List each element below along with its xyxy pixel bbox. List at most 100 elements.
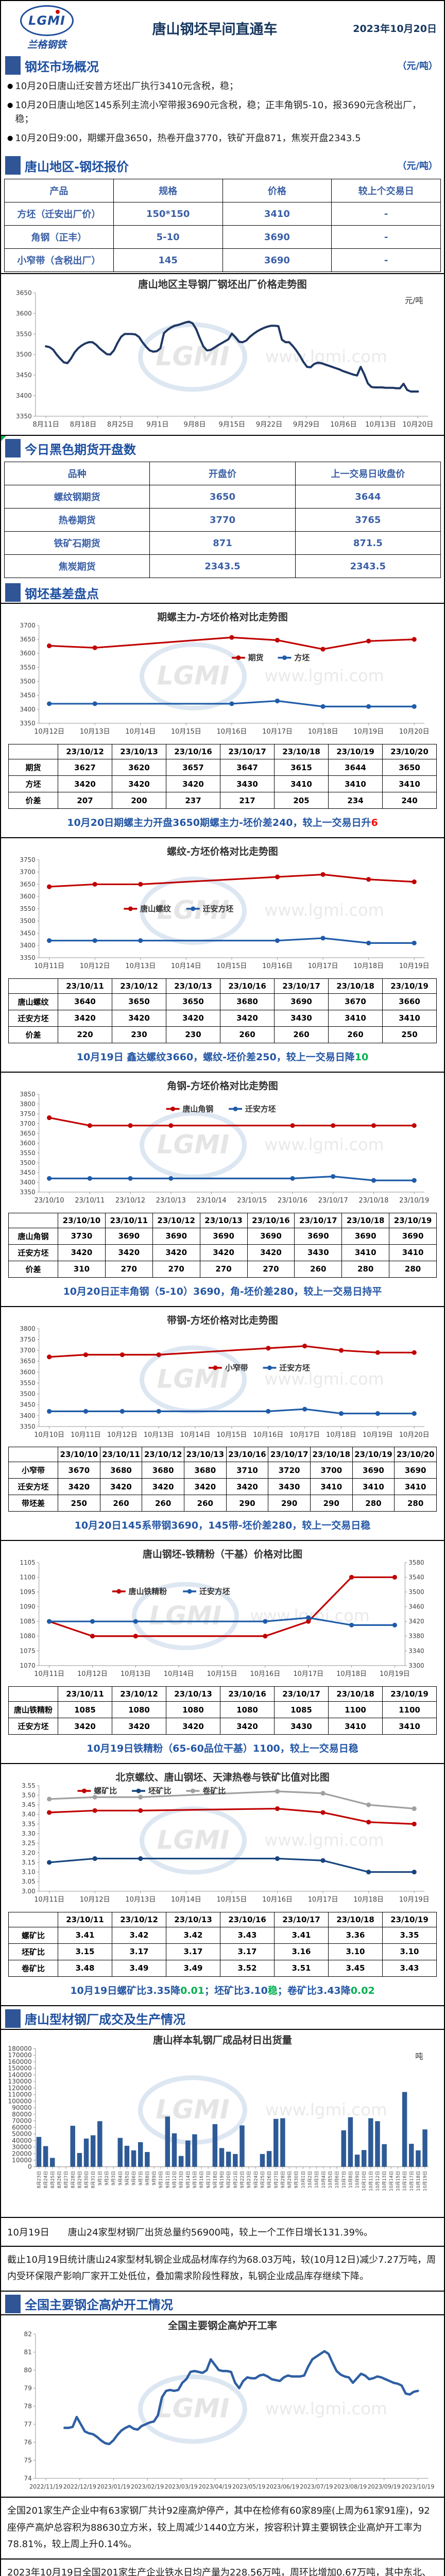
svg-text:10月9日: 10月9日 <box>355 2171 361 2189</box>
svg-text:10月16日: 10月16日 <box>253 1431 283 1438</box>
column-header <box>8 1447 58 1463</box>
svg-text:9月11日: 9月11日 <box>165 2171 170 2189</box>
svg-text:9月21日: 9月21日 <box>233 2171 238 2189</box>
rebar-vs-billet-chart: LGMI www.lgmi.com 3350 3400 3450 3500 3550 3600… <box>5 841 440 976</box>
data-table: 23/10/11 23/10/12 23/10/13 23/10/16 23/10/17… <box>8 1911 437 1977</box>
table-cell: 3690 <box>152 1227 200 1245</box>
svg-text:10月12日: 10月12日 <box>80 962 110 970</box>
svg-text:10月19日: 10月19日 <box>399 962 430 970</box>
svg-text:10月10日: 10月10日 <box>34 1431 64 1438</box>
table-cell: 3410 <box>382 775 437 793</box>
svg-text:3600: 3600 <box>16 310 32 317</box>
table-cell: 3420 <box>58 1718 112 1735</box>
strip-vs-billet-block: LGMI www.lgmi.com 3350 3400 3450 3500 3550 3600… <box>1 1306 444 1541</box>
svg-text:10月15日: 10月15日 <box>207 1670 237 1678</box>
chart-svg: LGMI www.lgmi.com107010751080108510901095… <box>20 1548 424 1678</box>
svg-text:23/10/13: 23/10/13 <box>156 1197 186 1205</box>
svg-text:LGMI: LGMI <box>157 1364 230 1394</box>
row-header: 带坯差 <box>8 1495 58 1512</box>
svg-text:唐山角钢: 唐山角钢 <box>183 1104 214 1113</box>
svg-text:2023/06/19: 2023/06/19 <box>266 2483 299 2490</box>
hot-metal-paragraph: 2023年10月19日全国201家生产企业铁水日均产量为228.56万吨，周环比… <box>1 2558 444 2576</box>
report-date: 2023年10月20日 <box>353 23 437 35</box>
data-table: 23/10/11 23/10/12 23/10/13 23/10/16 23/10/17… <box>8 1686 437 1735</box>
svg-text:2022/12/19: 2022/12/19 <box>63 2483 96 2490</box>
svg-text:10月18日: 10月18日 <box>353 1896 384 1904</box>
column-header: 23/10/20 <box>394 1447 437 1463</box>
column-header: 23/10/12 <box>142 1447 184 1463</box>
table-cell: 871 <box>149 531 296 555</box>
svg-text:3550: 3550 <box>20 664 35 671</box>
table-row: 方坯（迁安出厂价） 150*150 3410- <box>4 202 441 226</box>
data-table: 23/10/11 23/10/12 23/10/13 23/10/16 23/10/17… <box>8 978 437 1043</box>
table-cell: 3670 <box>58 1462 100 1479</box>
svg-text:10月8日: 10月8日 <box>348 2171 353 2189</box>
lgmi-logo-subtitle: 兰格钢铁 <box>27 39 66 50</box>
table-cell: 3670 <box>328 993 383 1010</box>
svg-text:2023/08/19: 2023/08/19 <box>334 2483 367 2490</box>
table-cell: 1080 <box>112 1701 166 1719</box>
column-header: 23/10/16 <box>247 1212 295 1228</box>
svg-text:3550: 3550 <box>20 1149 35 1157</box>
svg-text:10月13日: 10月13日 <box>365 421 396 429</box>
svg-text:3500: 3500 <box>20 918 35 925</box>
table-row: 焦炭期货 2343.5 2343.5 <box>4 554 441 579</box>
svg-text:10月14日: 10月14日 <box>171 1896 201 1904</box>
table-cell: 3410 <box>352 1478 395 1496</box>
svg-text:3300: 3300 <box>408 1662 424 1669</box>
row-header: 卷矿比 <box>8 1959 58 1977</box>
table-cell: 3420 <box>247 1244 295 1261</box>
table-cell: 3640 <box>58 993 112 1010</box>
table-cell: 260 <box>328 1026 383 1043</box>
svg-text:78: 78 <box>24 2402 31 2410</box>
svg-text:唐山地区主导钢厂钢坯出厂价格走势图: 唐山地区主导钢厂钢坯出厂价格走势图 <box>138 278 307 290</box>
svg-text:迁安方坯: 迁安方坯 <box>199 1587 230 1596</box>
table-cell: 热卷期货 <box>4 508 150 532</box>
table-cell: 方坯（迁安出厂价） <box>4 202 114 226</box>
chart-svg: LGMI www.lgmi.com 3350 3400 3450 3500 3550 3600… <box>20 611 429 736</box>
svg-text:3800: 3800 <box>20 1325 35 1332</box>
svg-text:9月13日: 9月13日 <box>179 2171 184 2189</box>
svg-text:3.50: 3.50 <box>22 1792 36 1799</box>
svg-text:3380: 3380 <box>408 1633 424 1640</box>
svg-text:8月30日: 8月30日 <box>84 2171 90 2189</box>
svg-text:10月13日: 10月13日 <box>121 1670 151 1678</box>
svg-text:10月15日: 10月15日 <box>217 1431 247 1438</box>
column-header: 23/10/18 <box>328 978 383 994</box>
table-cell: 3420 <box>142 1478 184 1496</box>
svg-text:80000: 80000 <box>12 2111 32 2118</box>
svg-text:10月14日: 10月14日 <box>388 2171 394 2191</box>
svg-text:www.lgmi.com: www.lgmi.com <box>264 1831 384 1850</box>
table-cell: 3410 <box>328 1009 383 1027</box>
svg-text:3750: 3750 <box>20 1336 35 1343</box>
green-corner-mark-icon <box>1 436 6 442</box>
svg-text:www.lgmi.com: www.lgmi.com <box>265 347 387 366</box>
table-cell: 3410 <box>274 775 329 793</box>
column-header: 23/10/17 <box>220 744 275 760</box>
table-cell: 145 <box>113 248 223 272</box>
column-header: 23/10/13 <box>183 1447 227 1463</box>
column-header: 23/10/13 <box>166 1911 220 1927</box>
svg-text:3450: 3450 <box>16 371 32 379</box>
table-cell: 200 <box>112 792 166 809</box>
section-square-icon <box>5 56 21 75</box>
table-cell: 3730 <box>58 1227 106 1245</box>
table-cell: 3.49 <box>112 1959 166 1977</box>
column-header: 23/10/16 <box>220 978 275 994</box>
svg-text:10月4日: 10月4日 <box>321 2171 327 2189</box>
svg-text:10月7日: 10月7日 <box>341 2171 347 2189</box>
table-cell: 3.17 <box>112 1943 166 1960</box>
svg-text:90000: 90000 <box>12 2104 32 2111</box>
futures-table-wrap: 品种 开盘价 上一交易日收盘价 螺纹钢期货 3650 3644 热卷期货 3770 3765 铁矿… <box>1 460 444 580</box>
table-cell: 260 <box>142 1495 184 1512</box>
column-header: 23/10/12 <box>112 1686 166 1702</box>
svg-text:8月31日: 8月31日 <box>91 2171 96 2189</box>
svg-text:9月29日: 9月29日 <box>287 2171 293 2189</box>
table-cell: 3690 <box>341 1227 390 1245</box>
svg-text:2023/09/19: 2023/09/19 <box>368 2483 401 2490</box>
table-cell: 3680 <box>220 993 275 1010</box>
table-row: 迁安方坯 3420 3420 3420 3420 3420 3430 3410 3410 <box>8 1244 437 1261</box>
svg-text:www.lgmi.com: www.lgmi.com <box>264 901 384 920</box>
table-row: 带坯差 250 260 260 260 290 290 290 280 280 <box>8 1495 437 1512</box>
bullet-item: ● 10月20日9:00，期螺开盘3650，热卷开盘3770，铁矿开盘871，焦炭… <box>7 129 438 148</box>
